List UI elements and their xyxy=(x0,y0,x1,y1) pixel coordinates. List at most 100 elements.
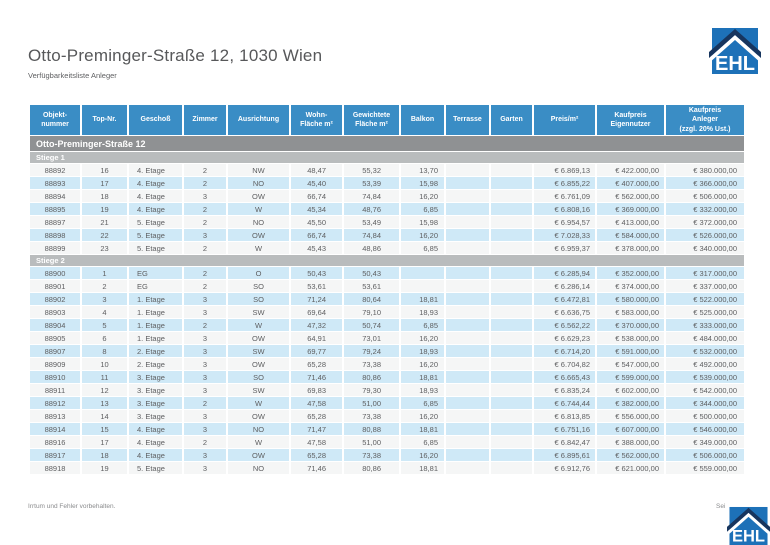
table-row: 88897 21 5. Etage 2 NO 45,50 53,49 15,98 € 6.954… xyxy=(30,216,744,228)
table-cell: 5. Etage xyxy=(129,216,182,228)
table-cell xyxy=(446,267,489,279)
table-cell: € 6.761,09 xyxy=(534,190,595,202)
table-cell: NO xyxy=(228,216,289,228)
table-cell: € 6.714,20 xyxy=(534,345,595,357)
table-cell xyxy=(491,371,532,383)
table-cell xyxy=(446,190,489,202)
table-cell: W xyxy=(228,436,289,448)
table-cell: 18,93 xyxy=(401,306,444,318)
table-cell: 47,58 xyxy=(291,397,342,409)
table-cell: 3 xyxy=(184,345,226,357)
property-group-header: Otto-Preminger-Straße 12 xyxy=(30,136,744,151)
table-cell xyxy=(446,306,489,318)
table-cell xyxy=(446,177,489,189)
table-cell: 51,00 xyxy=(344,436,399,448)
table-cell: 53,61 xyxy=(344,280,399,292)
table-cell xyxy=(491,267,532,279)
table-cell: 80,86 xyxy=(344,462,399,474)
table-cell: OW xyxy=(228,332,289,344)
table-cell: 1. Etage xyxy=(129,319,182,331)
table-cell: € 6.959,37 xyxy=(534,242,595,254)
table-row: 88914 15 4. Etage 3 NO 71,47 80,88 18,81 € 6.751… xyxy=(30,423,744,435)
table-cell: 16,20 xyxy=(401,358,444,370)
table-cell: € 539.000,00 xyxy=(666,371,744,383)
table-cell: 88918 xyxy=(30,462,80,474)
table-cell: 88909 xyxy=(30,358,80,370)
table-cell: 74,84 xyxy=(344,229,399,241)
column-header: Top-Nr. xyxy=(82,105,127,135)
table-cell: € 6.912,76 xyxy=(534,462,595,474)
table-cell: 48,47 xyxy=(291,164,342,176)
table-cell: 3 xyxy=(184,293,226,305)
table-cell: € 542.000,00 xyxy=(666,384,744,396)
table-cell: € 372.000,00 xyxy=(666,216,744,228)
table-cell: O xyxy=(228,267,289,279)
table-cell: € 580.000,00 xyxy=(597,293,664,305)
table-cell: 18 xyxy=(82,190,127,202)
table-cell: 88900 xyxy=(30,267,80,279)
table-cell xyxy=(446,280,489,292)
table-cell: 14 xyxy=(82,410,127,422)
table-cell: 2. Etage xyxy=(129,345,182,357)
table-cell: OW xyxy=(228,449,289,461)
table-cell: 16,20 xyxy=(401,410,444,422)
table-cell xyxy=(446,358,489,370)
table-cell xyxy=(446,462,489,474)
table-cell xyxy=(491,306,532,318)
table-cell: 71,46 xyxy=(291,462,342,474)
table-row: 88903 4 1. Etage 3 SW 69,64 79,10 18,93 € 6.636,… xyxy=(30,306,744,318)
table-row: 88910 11 3. Etage 3 SO 71,46 80,86 18,81 € 6.665… xyxy=(30,371,744,383)
svg-text:EHL: EHL xyxy=(715,53,755,75)
table-cell xyxy=(401,267,444,279)
table-cell: 4. Etage xyxy=(129,177,182,189)
table-row: 88895 19 4. Etage 2 W 45,34 48,76 6,85 € 6.808,1… xyxy=(30,203,744,215)
table-cell: 1. Etage xyxy=(129,293,182,305)
table-cell: € 556.000,00 xyxy=(597,410,664,422)
table-cell: € 6.895,61 xyxy=(534,449,595,461)
table-cell: 16,20 xyxy=(401,229,444,241)
table-cell: € 369.000,00 xyxy=(597,203,664,215)
table-cell: 88911 xyxy=(30,384,80,396)
table-cell: 51,00 xyxy=(344,397,399,409)
table-cell: OW xyxy=(228,410,289,422)
column-header: Geschoß xyxy=(129,105,182,135)
table-cell: 88904 xyxy=(30,319,80,331)
table-cell: 16 xyxy=(82,164,127,176)
property-group-header-label: Otto-Preminger-Straße 12 xyxy=(30,136,744,151)
table-cell: € 6.835,24 xyxy=(534,384,595,396)
table-cell xyxy=(446,164,489,176)
table-cell: 15,98 xyxy=(401,177,444,189)
table-cell: 1. Etage xyxy=(129,332,182,344)
table-row: 88904 5 1. Etage 2 W 47,32 50,74 6,85 € 6.562,22… xyxy=(30,319,744,331)
table-row: 88902 3 1. Etage 3 SO 71,24 80,64 18,81 € 6.472,… xyxy=(30,293,744,305)
table-cell: € 506.000,00 xyxy=(666,449,744,461)
table-cell: 16,20 xyxy=(401,449,444,461)
page-title: Otto-Preminger-Straße 12, 1030 Wien xyxy=(28,46,323,65)
table-cell: € 526.000,00 xyxy=(666,229,744,241)
stiege-section-header-label: Stiege 2 xyxy=(30,255,744,266)
table-cell: 88895 xyxy=(30,203,80,215)
table-cell xyxy=(491,229,532,241)
table-cell: € 6.744,44 xyxy=(534,397,595,409)
table-cell: 74,84 xyxy=(344,190,399,202)
table-cell: 88905 xyxy=(30,332,80,344)
table-cell: 16,20 xyxy=(401,190,444,202)
table-cell: € 532.000,00 xyxy=(666,345,744,357)
table-cell: 88914 xyxy=(30,423,80,435)
table-cell: 2 xyxy=(184,216,226,228)
table-cell xyxy=(491,423,532,435)
table-row: 88892 16 4. Etage 2 NW 48,47 55,32 13,70 € 6.869… xyxy=(30,164,744,176)
table-cell: € 382.000,00 xyxy=(597,397,664,409)
table-cell: € 492.000,00 xyxy=(666,358,744,370)
table-cell: 3 xyxy=(184,384,226,396)
table-cell xyxy=(446,371,489,383)
table-cell: 10 xyxy=(82,358,127,370)
table-cell: 71,46 xyxy=(291,371,342,383)
table-cell: € 378.000,00 xyxy=(597,242,664,254)
table-cell: 2 xyxy=(184,203,226,215)
table-cell: 3. Etage xyxy=(129,410,182,422)
table-cell: 5. Etage xyxy=(129,462,182,474)
table-cell xyxy=(491,410,532,422)
table-cell: 69,64 xyxy=(291,306,342,318)
table-cell: 88907 xyxy=(30,345,80,357)
